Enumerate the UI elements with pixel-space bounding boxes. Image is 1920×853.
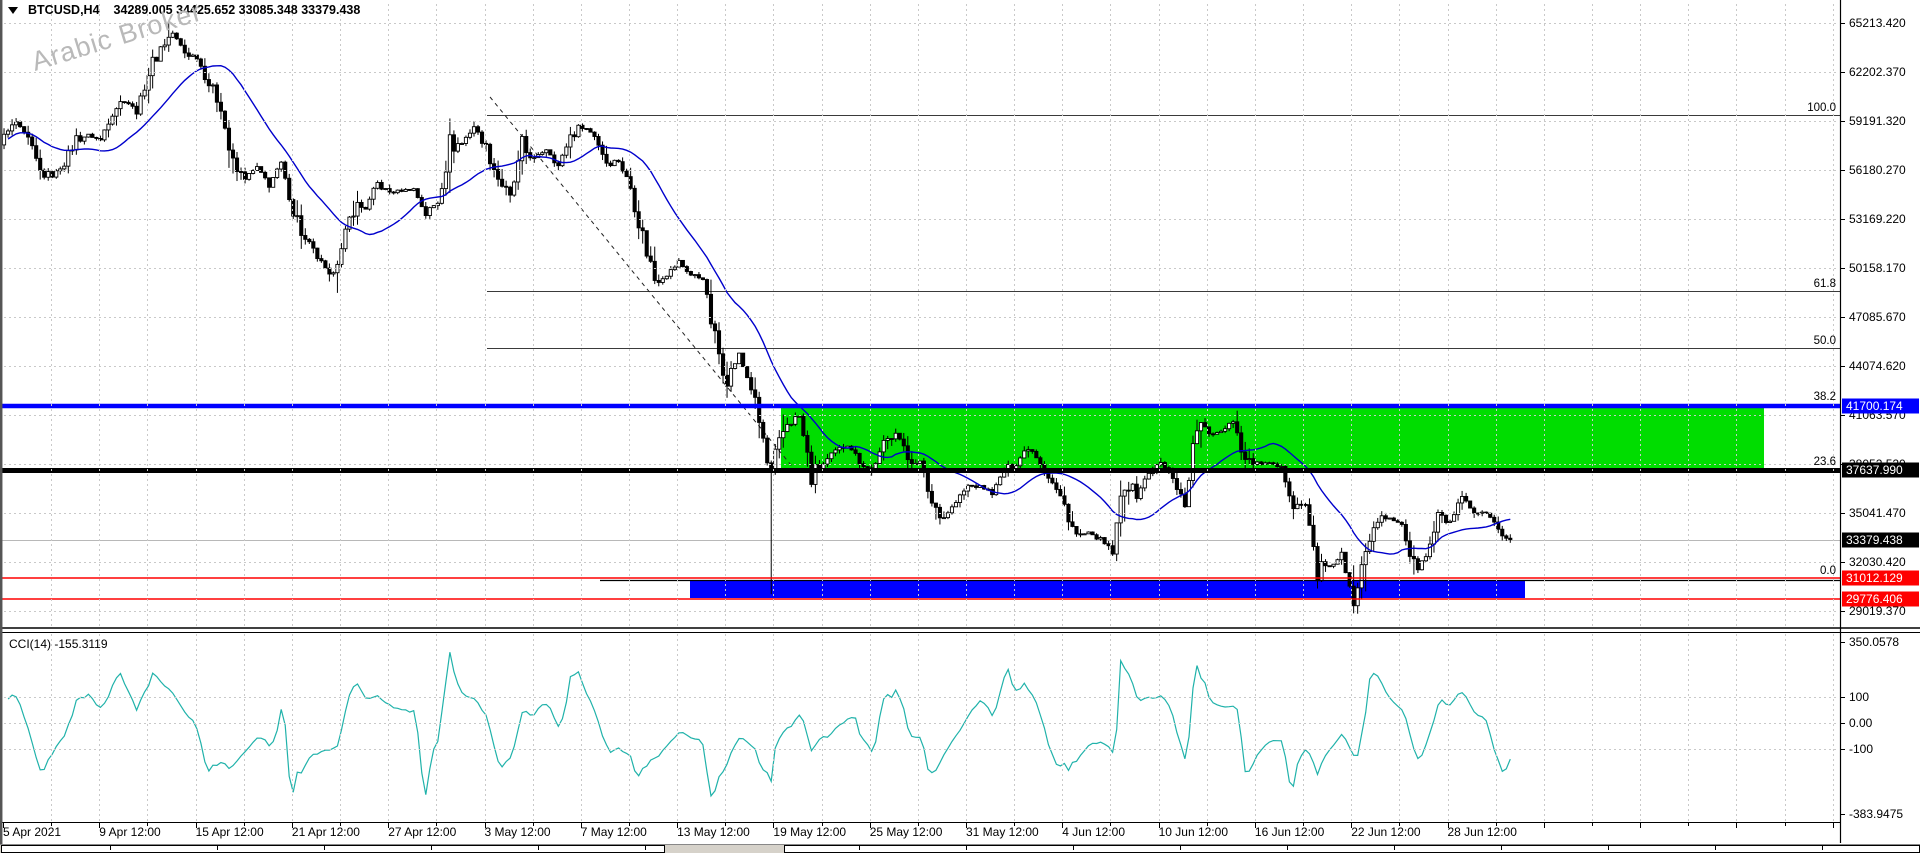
price-tag: 29776.406 (1842, 591, 1919, 607)
fib-label: 23.6 (1814, 456, 1836, 468)
svg-text:28 Jun 12:00: 28 Jun 12:00 (1448, 825, 1518, 839)
svg-text:-100: -100 (1849, 742, 1873, 756)
demand-zone[interactable] (690, 581, 1525, 598)
symbol-period-label: BTCUSD,H4 (28, 3, 100, 17)
price-tag: 37637.990 (1842, 462, 1919, 478)
svg-text:25 May 12:00: 25 May 12:00 (870, 825, 943, 839)
svg-text:41700.174: 41700.174 (1846, 399, 1903, 413)
fib-label: 100.0 (1807, 102, 1836, 114)
fib-label: 0.0 (1820, 565, 1836, 577)
price-tag: 41700.174 (1842, 398, 1919, 414)
svg-text:7 May 12:00: 7 May 12:00 (581, 825, 647, 839)
supply-zone[interactable] (781, 408, 1764, 470)
svg-text:31 May 12:00: 31 May 12:00 (966, 825, 1039, 839)
svg-text:47085.670: 47085.670 (1849, 310, 1906, 324)
main-pane (0, 23, 1840, 614)
svg-text:62202.370: 62202.370 (1849, 65, 1906, 79)
svg-text:53169.220: 53169.220 (1849, 212, 1906, 226)
svg-text:16 Jun 12:00: 16 Jun 12:00 (1255, 825, 1325, 839)
svg-text:19 May 12:00: 19 May 12:00 (773, 825, 846, 839)
svg-text:29776.406: 29776.406 (1846, 592, 1903, 606)
candles (0, 23, 1513, 614)
price-scale[interactable]: 65213.420 62202.370 59191.320 56180.270 5316… (1840, 16, 1906, 821)
svg-text:56180.270: 56180.270 (1849, 163, 1906, 177)
price-tag: 33379.438 (1842, 532, 1919, 548)
svg-text:27 Apr 12:00: 27 Apr 12:00 (388, 825, 456, 839)
svg-text:32030.420: 32030.420 (1849, 555, 1906, 569)
ma-line (7, 64, 1511, 555)
svg-text:10 Jun 12:00: 10 Jun 12:00 (1159, 825, 1229, 839)
svg-text:59191.320: 59191.320 (1849, 114, 1906, 128)
svg-text:50158.170: 50158.170 (1849, 261, 1906, 275)
indicator-value: -155.3119 (54, 637, 108, 651)
fib-label: 38.2 (1814, 391, 1836, 403)
time-scale[interactable]: 5 Apr 2021 9 Apr 12:00 15 Apr 12:00 21 Apr … (3, 823, 1834, 839)
svg-text:0.00: 0.00 (1849, 716, 1873, 730)
svg-text:100: 100 (1849, 690, 1869, 704)
svg-text:35041.470: 35041.470 (1849, 506, 1906, 520)
price-tag: 31012.129 (1842, 570, 1919, 586)
svg-text:22 Jun 12:00: 22 Jun 12:00 (1351, 825, 1421, 839)
svg-text:3 May 12:00: 3 May 12:00 (485, 825, 551, 839)
fib-label: 61.8 (1814, 278, 1836, 290)
cci-line (7, 652, 1511, 798)
svg-text:29019.370: 29019.370 (1849, 604, 1906, 618)
minimized-window-scale[interactable] (784, 845, 1920, 853)
grid (4, 4, 1839, 821)
cci-pane (7, 652, 1511, 798)
chart-title: BTCUSD,H4 34289.005 34425.652 33085.348 … (8, 3, 360, 17)
svg-text:-383.9475: -383.9475 (1849, 807, 1903, 821)
indicator-name: CCI(14) (9, 637, 52, 651)
svg-text:65213.420: 65213.420 (1849, 16, 1906, 30)
svg-text:5 Apr 2021: 5 Apr 2021 (3, 825, 61, 839)
svg-text:21 Apr 12:00: 21 Apr 12:00 (292, 825, 360, 839)
svg-text:9 Apr 12:00: 9 Apr 12:00 (99, 825, 161, 839)
svg-text:13 May 12:00: 13 May 12:00 (677, 825, 750, 839)
svg-text:15 Apr 12:00: 15 Apr 12:00 (196, 825, 264, 839)
svg-text:31012.129: 31012.129 (1846, 571, 1903, 585)
svg-text:350.0578: 350.0578 (1849, 635, 1899, 649)
svg-text:37637.990: 37637.990 (1846, 463, 1903, 477)
ohlc-values: 34289.005 34425.652 33085.348 33379.438 (113, 3, 361, 17)
svg-text:4 Jun 12:00: 4 Jun 12:00 (1062, 825, 1125, 839)
indicator-label: CCI(14) -155.3119 (9, 637, 108, 651)
fib-label: 50.0 (1814, 335, 1836, 347)
svg-text:33379.438: 33379.438 (1846, 533, 1903, 547)
svg-text:44074.620: 44074.620 (1849, 359, 1906, 373)
dropdown-arrow-icon[interactable] (8, 6, 18, 14)
minimized-window-scale[interactable] (1, 845, 665, 853)
